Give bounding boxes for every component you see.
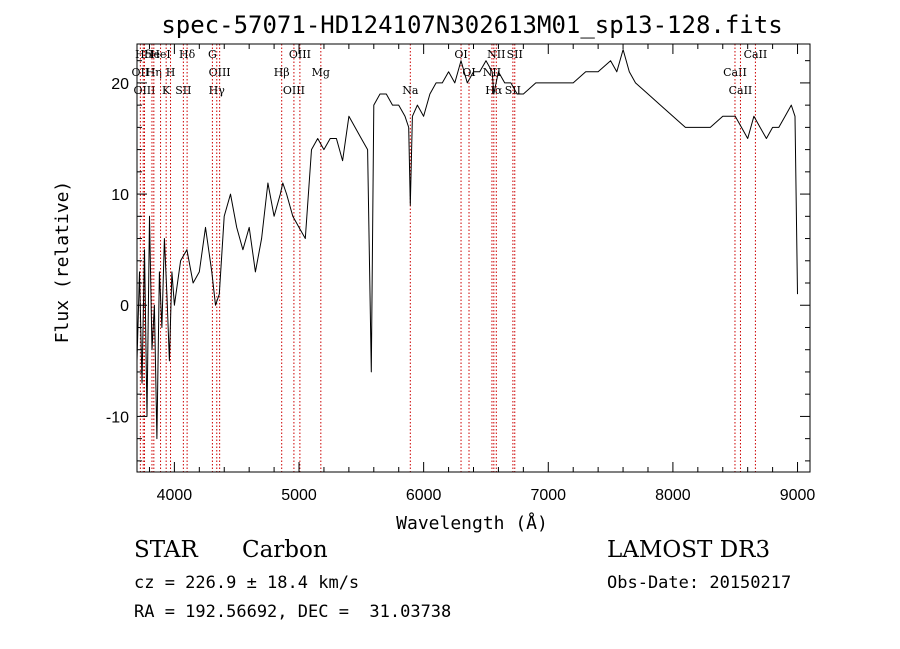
x-tick-label: 5000 (281, 487, 317, 504)
line-marker-label: OIII (283, 84, 305, 97)
line-marker-label: OIII (209, 66, 231, 79)
x-tick-label: 4000 (157, 487, 193, 504)
redshift-readout: cz = 226.9 ± 18.4 km/s (134, 573, 360, 593)
line-marker-label: Na (402, 84, 419, 97)
line-marker-label: Hη (146, 66, 162, 79)
line-marker-label: CaII (744, 48, 768, 61)
axes: 4000 5000 6000 7000 8000 9000 -10 0 10 20 (106, 44, 816, 504)
line-marker-label: OI (454, 48, 467, 61)
plot-frame (136, 43, 811, 473)
line-marker-label: CaII (729, 84, 753, 97)
line-marker-label: He (144, 48, 160, 61)
y-tick-label: 10 (111, 187, 129, 204)
line-marker-label: Mg (312, 66, 330, 79)
y-axis-label: Flux (relative) (52, 181, 73, 344)
line-marker-label: SII (175, 84, 191, 97)
series-line (136, 49, 798, 440)
y-tick-label: 0 (120, 298, 129, 315)
line-markers: HδOIIOIIIHeHηKHeIHSIIHδOIIIHγGHβOIIIOIII… (132, 44, 768, 472)
y-tick-label: -10 (106, 409, 129, 426)
line-marker-label: Hγ (209, 84, 226, 97)
object-subclass: Carbon (242, 537, 328, 563)
survey-name: LAMOST DR3 (607, 537, 771, 563)
line-marker-label: Hδ (135, 48, 152, 61)
line-marker-label: Hδ (179, 48, 196, 61)
line-marker-label: HeI (150, 48, 170, 61)
line-marker-label: SII (507, 48, 523, 61)
x-tick-label: 9000 (780, 487, 816, 504)
series-group (136, 49, 798, 440)
x-tick-label: 6000 (406, 487, 442, 504)
line-marker-label: Hβ (274, 66, 290, 79)
line-marker-label: G (208, 48, 217, 61)
object-class: STAR (134, 537, 198, 563)
line-marker-label: H (166, 66, 176, 79)
x-tick-label: 8000 (655, 487, 691, 504)
line-marker-label: NII (487, 48, 505, 61)
line-marker-label: OIII (133, 84, 155, 97)
chart-title: spec-57071-HD124107N302613M01_sp13-128.f… (161, 11, 782, 39)
obs-date: Obs-Date: 20150217 (607, 573, 792, 593)
x-axis-label: Wavelength (Å) (396, 512, 548, 534)
y-tick-label: 20 (111, 76, 129, 93)
x-tick-label: 7000 (530, 487, 566, 504)
line-marker-label: CaII (723, 66, 747, 79)
spectrum-chart: spec-57071-HD124107N302613M01_sp13-128.f… (52, 11, 816, 534)
coordinates: RA = 192.56692, DEC = 31.03738 (134, 602, 452, 622)
line-marker-label: K (162, 84, 171, 97)
line-marker-label: OIII (289, 48, 311, 61)
